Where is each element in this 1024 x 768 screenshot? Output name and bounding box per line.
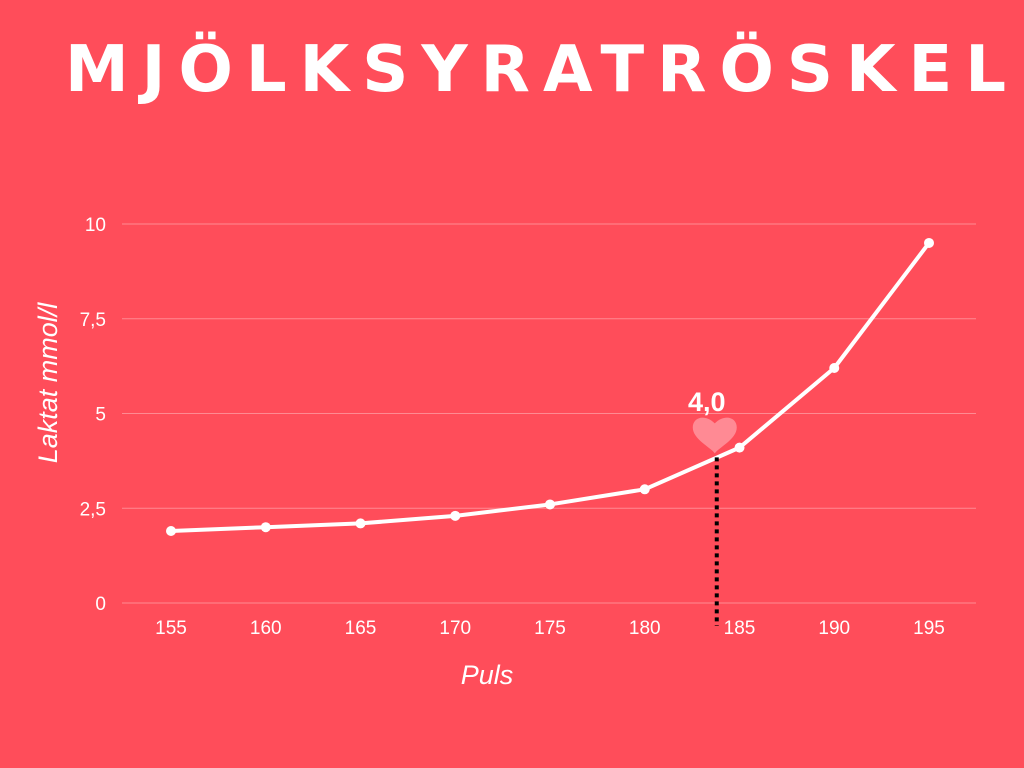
y-tick-label: 7,5	[80, 310, 106, 331]
data-point	[355, 518, 366, 529]
threshold-annotation: 4,0	[688, 387, 737, 626]
x-tick-label: 170	[439, 618, 471, 639]
gridlines	[122, 223, 976, 604]
data-point	[924, 237, 934, 248]
y-tick-label: 5	[95, 405, 106, 426]
chart-title: MJÖLKSYRATRÖSKEL	[64, 33, 1020, 107]
data-point	[260, 522, 271, 533]
threshold-value-label: 4,0	[688, 387, 726, 417]
x-tick-label: 160	[250, 618, 282, 639]
x-tick-label: 180	[629, 618, 661, 639]
y-tick-label: 0	[95, 594, 106, 615]
x-tick-label: 185	[724, 618, 756, 639]
data-point	[829, 363, 840, 374]
series-line	[169, 240, 931, 533]
data-point	[450, 510, 461, 521]
data-point	[639, 484, 650, 495]
x-tick-label: 155	[155, 618, 187, 639]
heart-icon	[692, 417, 737, 454]
y-tick-label: 10	[85, 215, 106, 236]
x-tick-label: 165	[345, 618, 377, 639]
data-point	[166, 525, 176, 536]
x-tick-label: 175	[534, 618, 566, 639]
y-tick-label: 2,5	[80, 499, 106, 520]
x-tick-label: 190	[818, 618, 850, 639]
data-point	[734, 442, 745, 453]
x-axis-ticks: 155 160 165 170 175 180 185 190 195	[155, 618, 945, 639]
y-axis-title: Laktat mmol/l	[33, 302, 63, 464]
data-point	[545, 499, 555, 510]
x-axis-title: Puls	[461, 660, 514, 690]
x-tick-label: 195	[913, 618, 945, 639]
series-laktat	[166, 237, 934, 536]
y-axis-ticks: 0 2,5 5 7,5 10	[80, 215, 106, 615]
